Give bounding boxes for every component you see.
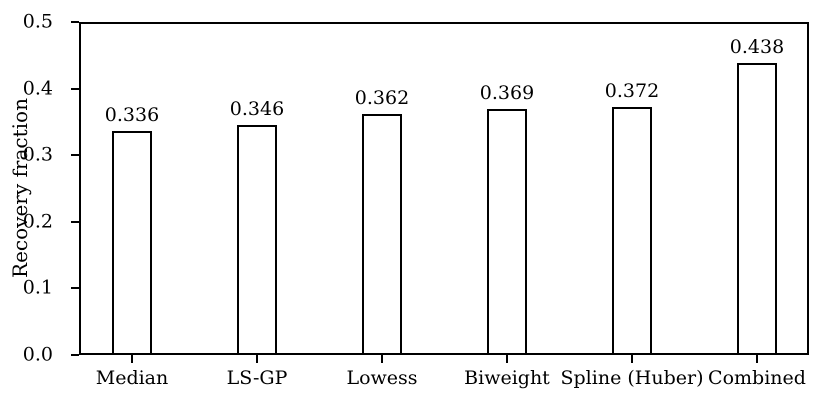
bar-value-label: 0.336 xyxy=(104,104,160,127)
x-tick-mark xyxy=(631,355,633,363)
x-tick-mark xyxy=(256,355,258,363)
x-tick-label: Biweight xyxy=(464,367,550,389)
bar-median xyxy=(112,131,152,355)
y-tick-label: 0.0 xyxy=(22,343,53,366)
x-tick-mark xyxy=(506,355,508,363)
y-tick-label: 0.1 xyxy=(22,276,53,299)
x-tick-label: LS-GP xyxy=(226,367,288,389)
y-tick-mark xyxy=(71,21,79,23)
bar-value-label: 0.346 xyxy=(229,97,285,120)
x-tick-mark xyxy=(381,355,383,363)
bar-combined xyxy=(737,63,777,355)
bar-ls-gp xyxy=(237,124,277,355)
y-tick-mark xyxy=(71,154,79,157)
y-tick-mark xyxy=(71,354,79,356)
bar-biweight xyxy=(487,109,527,355)
bar-value-label: 0.369 xyxy=(479,82,535,105)
x-tick-label: Combined xyxy=(708,367,806,389)
bar-lowess xyxy=(362,113,402,355)
x-tick-mark xyxy=(756,355,758,363)
y-tick-mark xyxy=(71,287,79,290)
x-tick-label: Median xyxy=(95,367,169,389)
y-tick-label: 0.4 xyxy=(22,77,53,100)
plot-frame xyxy=(79,22,809,355)
y-tick-mark xyxy=(71,220,79,223)
bar-spline-huber xyxy=(612,107,652,355)
bar-value-label: 0.372 xyxy=(604,80,660,103)
y-axis-label: Recovery fraction xyxy=(8,98,32,278)
y-tick-label: 0.2 xyxy=(22,210,53,233)
bar-value-label: 0.362 xyxy=(354,86,410,109)
x-tick-label: Lowess xyxy=(346,367,418,389)
bar-value-label: 0.438 xyxy=(729,36,785,59)
plot-area: 0.0 0.1 0.2 0.3 0.4 0.5 0.336 Median 0.346 LS-GP 0… xyxy=(23,12,809,388)
y-tick-label: 0.5 xyxy=(22,10,53,33)
y-tick-mark xyxy=(71,87,79,90)
y-tick-label: 0.3 xyxy=(22,143,53,166)
x-tick-mark xyxy=(131,355,133,363)
x-tick-label: Spline (Huber) xyxy=(560,367,704,389)
